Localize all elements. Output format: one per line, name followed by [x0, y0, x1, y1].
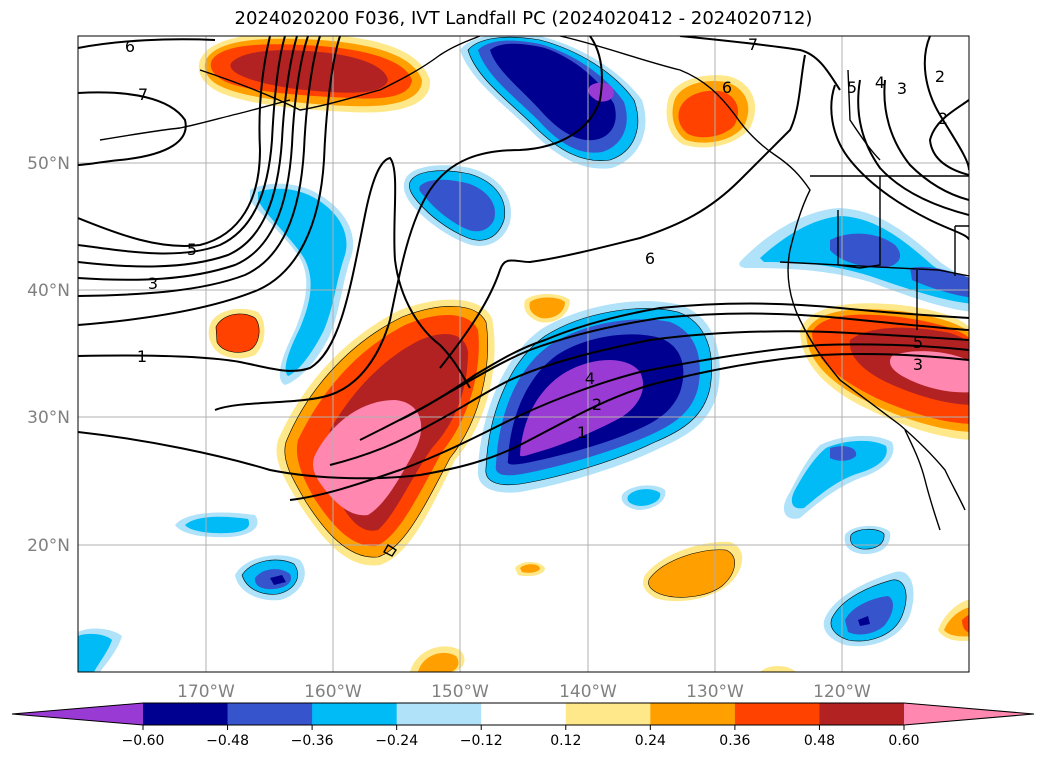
lon-tick-labels: 170°W 160°W 150°W 140°W 130°W 120°W	[177, 682, 871, 702]
colorbar-tick-label: 0.48	[804, 733, 835, 749]
colorbar-segment	[143, 703, 229, 725]
contour-label: 5	[913, 333, 923, 352]
contour-label: 4	[585, 369, 595, 388]
contour-label: 6	[125, 37, 135, 56]
negative-band-central	[477, 301, 720, 493]
colorbar-tick-label: 0.36	[719, 733, 750, 749]
scattered-patches	[78, 294, 969, 672]
contour-label: 3	[897, 79, 907, 98]
colorbar-segment	[481, 703, 567, 725]
lat-tick: 50°N	[27, 154, 70, 174]
positive-blob-small-west	[208, 308, 265, 359]
ivt-shading: 6 7 5 3 1 6 4 2 1 7 6 5 4 3 2 2 5 3	[78, 35, 969, 672]
colorbar-tick-label: 0.60	[888, 733, 919, 749]
contour-label: 6	[645, 249, 655, 268]
lon-tick: 170°W	[177, 682, 235, 702]
contour-label: 5	[847, 78, 857, 97]
lon-tick: 160°W	[304, 682, 362, 702]
colorbar-segment	[312, 703, 398, 725]
colorbar-tick-label: −0.48	[206, 733, 249, 749]
contour-label: 2	[592, 395, 602, 414]
lat-tick: 20°N	[27, 536, 70, 556]
lon-tick: 120°W	[813, 682, 871, 702]
contour-label: 3	[148, 274, 158, 293]
colorbar-tick-label: 0.24	[635, 733, 666, 749]
contour-label: 5	[187, 240, 197, 259]
colorbar-segment	[819, 703, 905, 725]
colorbar-segment	[565, 703, 651, 725]
colorbar-tick-label: −0.36	[291, 733, 334, 749]
contour-label: 3	[913, 355, 923, 374]
contour-label: 7	[748, 35, 758, 54]
lat-tick-labels: 50°N 40°N 30°N 20°N	[27, 154, 70, 556]
colorbar-extend-low	[12, 703, 143, 725]
plot-frame	[77, 35, 970, 673]
contour-label: 2	[938, 109, 948, 128]
lon-tick: 140°W	[559, 682, 617, 702]
lat-tick: 30°N	[27, 408, 70, 428]
colorbar-segment	[734, 703, 820, 725]
contour-label: 7	[138, 85, 148, 104]
colorbar-tick-label: −0.12	[460, 733, 503, 749]
contour-label: 1	[137, 347, 147, 366]
colorbar-tick-label: −0.60	[122, 733, 165, 749]
map-title: 2024020200 F036, IVT Landfall PC (202402…	[234, 8, 813, 29]
colorbar-segment	[396, 703, 482, 725]
colorbar-tick-label: −0.24	[375, 733, 418, 749]
positive-plume-central	[276, 299, 495, 566]
negative-blob-north	[460, 36, 646, 169]
colorbar-tick-label: 0.12	[550, 733, 581, 749]
colorbar: −0.60 −0.48 −0.36 −0.24 −0.12 0.12 0.24 0.36 0.4…	[11, 702, 1035, 749]
contour-label: 1	[577, 423, 587, 442]
lon-tick: 150°W	[431, 682, 489, 702]
contour-labels: 6 7 5 3 1 6 4 2 1 7 6 5 4 3 2 2 5 3	[125, 35, 948, 442]
map-gridlines	[78, 36, 969, 672]
colorbar-segment	[650, 703, 736, 725]
colorbar-segment	[227, 703, 313, 725]
contour-label: 6	[722, 78, 732, 97]
negative-blob-mid	[403, 165, 511, 246]
lon-tick: 130°W	[686, 682, 744, 702]
contour-label: 4	[875, 73, 885, 92]
positive-blob-panhandle	[666, 75, 756, 148]
negative-stripe-west	[250, 183, 354, 385]
positive-blob-northwest	[198, 36, 431, 113]
colorbar-extend-high	[904, 703, 1034, 725]
contour-label: 2	[935, 67, 945, 86]
pc-contours	[78, 36, 969, 501]
lat-tick: 40°N	[27, 281, 70, 301]
coastlines	[99, 36, 969, 557]
